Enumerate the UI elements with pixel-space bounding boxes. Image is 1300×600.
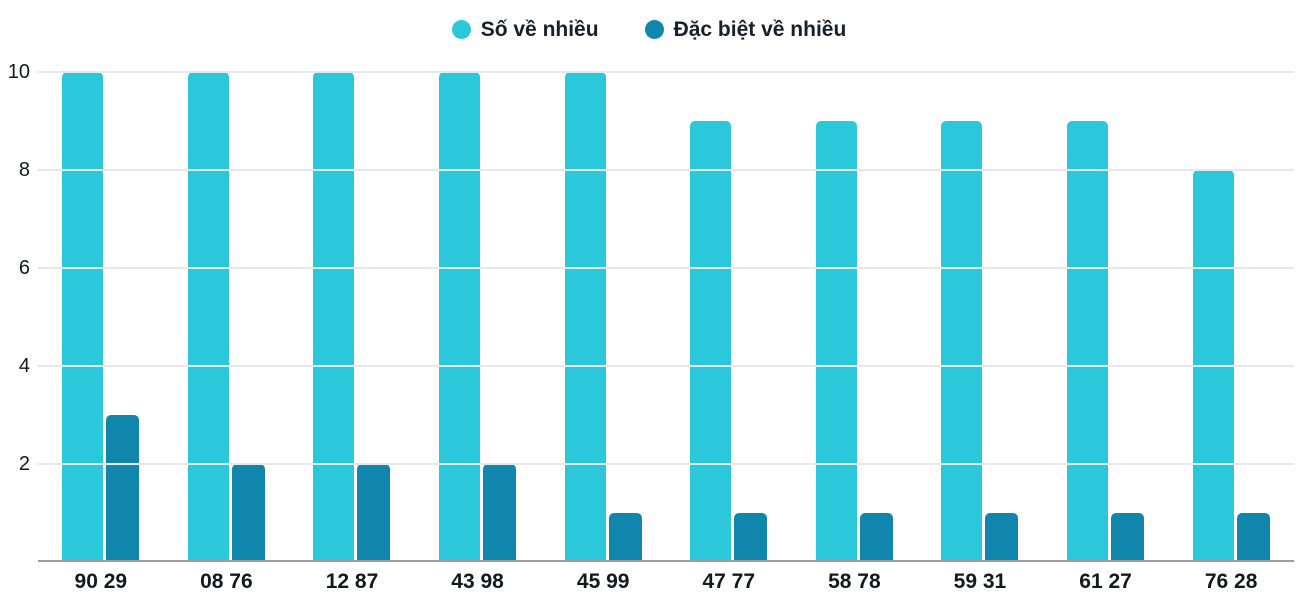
x-axis-labels: 90 29 08 76 12 87 43 98 45 99 47 77 58 78 59 31…: [38, 562, 1294, 596]
plot-row: 2 4 6 8 10: [4, 62, 1294, 562]
bar: [1067, 121, 1109, 562]
legend-label: Số về nhiều: [480, 17, 599, 41]
bar: [1236, 513, 1270, 562]
y-axis: 2 4 6 8 10: [4, 62, 38, 562]
x-category-label: 08 76: [200, 570, 253, 593]
x-axis: 90 29 08 76 12 87 43 98 45 99 47 77 58 78 59 31…: [4, 562, 1294, 596]
gridline: [38, 365, 1294, 367]
gridline: [38, 169, 1294, 171]
legend-dot-icon: [644, 19, 664, 39]
bar-groups: [38, 72, 1294, 562]
y-tick-label: 2: [18, 453, 30, 475]
x-category-label: 45 99: [576, 570, 630, 593]
legend-dot-icon: [451, 19, 471, 39]
bar-group: [164, 72, 290, 562]
x-category-label: 76 28: [1204, 570, 1258, 593]
y-tick-label: 8: [18, 159, 30, 181]
x-category-label: 43 98: [451, 570, 504, 593]
legend-label: Đặc biệt về nhiều: [673, 17, 847, 41]
y-tick-label: 10: [7, 61, 30, 83]
bar: [62, 72, 104, 562]
bar: [483, 464, 517, 562]
x-category-label: 12 87: [325, 570, 379, 593]
bar-group: [289, 72, 415, 562]
bar: [608, 513, 642, 562]
plot-area: [38, 71, 1294, 562]
bar: [313, 72, 355, 562]
bar: [187, 72, 229, 562]
legend-item[interactable]: Số về nhiều: [451, 17, 599, 41]
bar: [231, 464, 265, 562]
bar: [734, 513, 768, 562]
x-category-label: 47 77: [702, 570, 756, 593]
bar-group: [1043, 72, 1169, 562]
chart-legend: Số về nhiều Đặc biệt về nhiều: [4, 8, 1294, 50]
bar: [690, 121, 732, 562]
y-tick-label: 6: [18, 257, 30, 279]
chart-body: 2 4 6 8 10 90 29 08 76 12 87 43 98 45 99 47 77 58 …: [4, 62, 1294, 596]
bar-group: [917, 72, 1043, 562]
bar: [106, 415, 140, 562]
bar: [941, 121, 983, 562]
x-axis-spacer: [4, 562, 38, 596]
bar: [815, 121, 857, 562]
gridline: [38, 463, 1294, 465]
bar: [859, 513, 893, 562]
gridline: [38, 71, 1294, 73]
bar-group: [792, 72, 918, 562]
bar: [439, 72, 481, 562]
bar: [357, 464, 391, 562]
x-axis-line: [38, 560, 1294, 562]
bar-group: [666, 72, 792, 562]
legend-item[interactable]: Đặc biệt về nhiều: [644, 17, 847, 41]
x-category-label: 61 27: [1079, 570, 1132, 593]
x-category-label: 58 78: [828, 570, 881, 593]
bar-group: [415, 72, 541, 562]
bar-group: [1168, 72, 1294, 562]
bar-group: [540, 72, 666, 562]
bar-group: [38, 72, 164, 562]
bar: [985, 513, 1019, 562]
gridline: [38, 267, 1294, 269]
bar: [1111, 513, 1145, 562]
bar: [564, 72, 606, 562]
x-category-label: 59 31: [953, 570, 1007, 593]
x-category-label: 90 29: [74, 570, 128, 593]
y-tick-label: 4: [18, 355, 30, 377]
